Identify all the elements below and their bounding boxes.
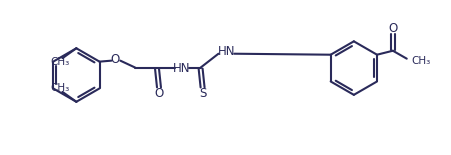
- Text: O: O: [111, 53, 120, 66]
- Text: HN: HN: [173, 62, 190, 75]
- Text: CH₃: CH₃: [51, 83, 70, 93]
- Text: O: O: [388, 22, 397, 35]
- Text: HN: HN: [218, 45, 235, 58]
- Text: CH₃: CH₃: [412, 56, 431, 66]
- Text: O: O: [154, 87, 164, 100]
- Text: CH₃: CH₃: [51, 57, 70, 67]
- Text: S: S: [199, 87, 206, 100]
